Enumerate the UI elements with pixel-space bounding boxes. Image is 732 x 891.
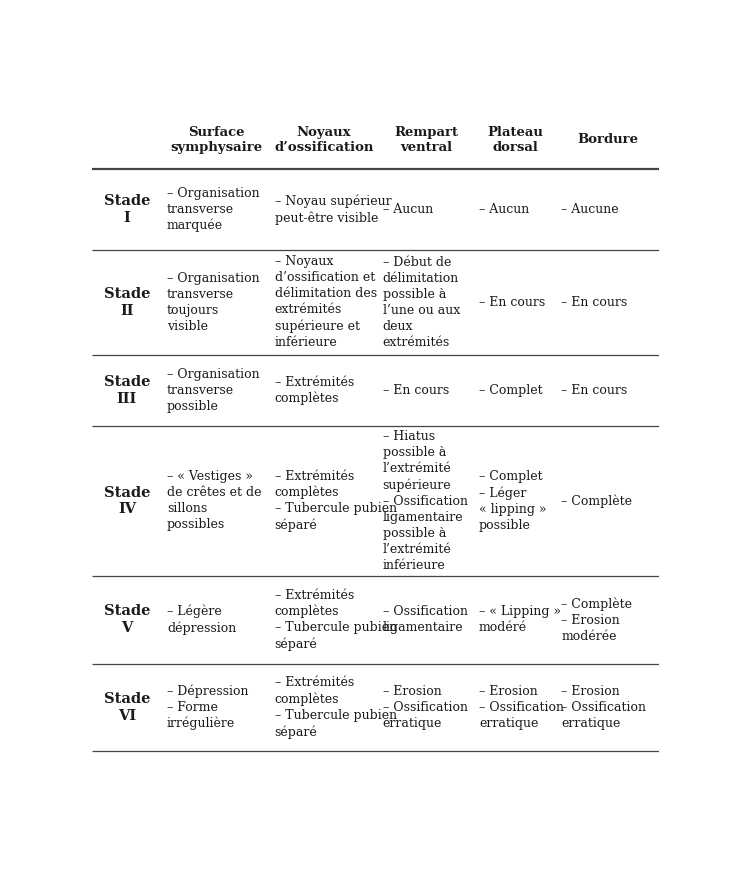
Text: – Légère
dépression: – Légère dépression (167, 605, 236, 634)
Text: – Complète
– Erosion
modérée: – Complète – Erosion modérée (561, 597, 632, 642)
Text: – Extrémités
complètes
– Tubercule pubien
séparé: – Extrémités complètes – Tubercule pubie… (274, 470, 397, 532)
Text: – Organisation
transverse
marquée: – Organisation transverse marquée (167, 187, 260, 233)
Text: – Erosion
– Ossification
erratique: – Erosion – Ossification erratique (383, 685, 468, 730)
Text: – Extrémités
complètes
– Tubercule pubien
séparé: – Extrémités complètes – Tubercule pubie… (274, 589, 397, 651)
Text: – Organisation
transverse
toujours
visible: – Organisation transverse toujours visib… (167, 272, 260, 332)
Text: Surface
symphysaire: Surface symphysaire (171, 126, 262, 154)
Text: – Noyaux
d’ossification et
délimitation des
extrémités
supérieure et
inférieure: – Noyaux d’ossification et délimitation … (274, 256, 377, 349)
Text: – Début de
délimitation
possible à
l’une ou aux
deux
extrémités: – Début de délimitation possible à l’une… (383, 256, 460, 348)
Text: – Aucun: – Aucun (383, 203, 433, 216)
Text: – Aucun: – Aucun (479, 203, 529, 216)
Text: – En cours: – En cours (479, 296, 545, 308)
Text: Stade
II: Stade II (104, 287, 150, 317)
Text: – Noyau supérieur
peut-être visible: – Noyau supérieur peut-être visible (274, 194, 392, 225)
Text: Stade
III: Stade III (104, 375, 150, 406)
Text: – Erosion
– Ossification
erratique: – Erosion – Ossification erratique (479, 685, 564, 730)
Text: Plateau
dorsal: Plateau dorsal (488, 126, 543, 154)
Text: – Aucune: – Aucune (561, 203, 619, 216)
Text: – Extrémités
complètes
– Tubercule pubien
séparé: – Extrémités complètes – Tubercule pubie… (274, 676, 397, 739)
Text: – « Vestiges »
de crêtes et de
sillons
possibles: – « Vestiges » de crêtes et de sillons p… (167, 470, 261, 531)
Text: Bordure: Bordure (578, 134, 638, 146)
Text: Noyaux
d’ossification: Noyaux d’ossification (274, 126, 374, 154)
Text: – Dépression
– Forme
irrégulière: – Dépression – Forme irrégulière (167, 684, 248, 731)
Text: – En cours: – En cours (561, 384, 627, 397)
Text: Stade
VI: Stade VI (104, 692, 150, 723)
Text: – En cours: – En cours (561, 296, 627, 308)
Text: – En cours: – En cours (383, 384, 449, 397)
Text: – Ossification
ligamentaire: – Ossification ligamentaire (383, 605, 468, 634)
Text: – Complet: – Complet (479, 384, 542, 397)
Text: Stade
I: Stade I (104, 194, 150, 225)
Text: – Organisation
transverse
possible: – Organisation transverse possible (167, 368, 260, 413)
Text: Rempart
ventral: Rempart ventral (395, 126, 458, 154)
Text: – Extrémités
complètes: – Extrémités complètes (274, 376, 354, 405)
Text: Stade
IV: Stade IV (104, 486, 150, 516)
Text: – Complète: – Complète (561, 495, 632, 508)
Text: – Erosion
– Ossification
erratique: – Erosion – Ossification erratique (561, 685, 646, 730)
Text: – Complet
– Léger
« lipping »
possible: – Complet – Léger « lipping » possible (479, 470, 547, 532)
Text: – Hiatus
possible à
l’extrémité
supérieure
– Ossification
ligamentaire
possible : – Hiatus possible à l’extrémité supérieu… (383, 430, 468, 572)
Text: – « Lipping »
modéré: – « Lipping » modéré (479, 605, 561, 634)
Text: Stade
V: Stade V (104, 604, 150, 635)
